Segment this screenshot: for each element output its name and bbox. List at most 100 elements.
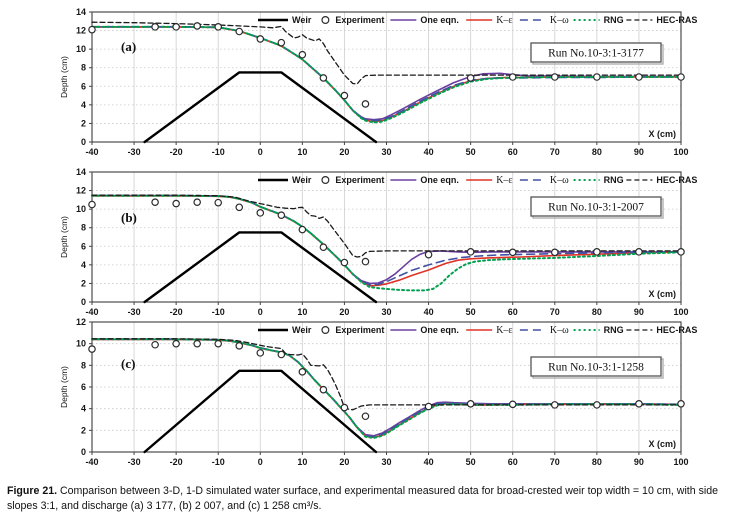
experiment-point: [256, 349, 265, 357]
legend-label: K–ε: [496, 325, 512, 336]
legend-label: RNG: [604, 325, 624, 335]
panel-letter: (c): [121, 356, 135, 371]
experiment-point: [298, 50, 307, 59]
grid: [92, 172, 681, 302]
x-tick-label: 90: [634, 147, 644, 157]
experiment-point: [466, 248, 475, 256]
experiment-point: [193, 339, 201, 348]
experiment-point: [277, 211, 286, 219]
x-tick-label: 50: [466, 457, 476, 467]
experiment-point: [151, 198, 159, 206]
x-tick-label: -10: [212, 457, 225, 467]
x-tick-label: -40: [85, 307, 98, 317]
experiment-point: [256, 209, 265, 217]
experiment-point: [677, 399, 685, 408]
experiment-point: [88, 345, 96, 353]
y-tick-label: 4: [81, 260, 86, 270]
legend-label: Weir: [292, 175, 312, 185]
experiment-point: [550, 248, 559, 257]
legend-label: Weir: [292, 325, 312, 335]
x-axis-label: X (cm): [648, 439, 676, 449]
experiment-point: [298, 225, 307, 234]
panel-letter: (a): [121, 39, 136, 54]
x-tick-label: 10: [297, 147, 307, 157]
experiment-point: [424, 250, 433, 259]
y-tick-label: 14: [76, 167, 86, 177]
legend-label: RNG: [604, 175, 624, 185]
x-tick-label: 30: [381, 147, 391, 157]
legend-label: One eqn.: [420, 15, 459, 25]
experiment-point: [235, 342, 244, 350]
y-tick-label: 6: [81, 81, 86, 91]
x-tick-label: -30: [128, 457, 141, 467]
chart-a-svg: -40 -30 -20 -10 0 10 20 30 40 50 60 70 80 90 100 0 2 4 6 8 1…: [59, 7, 697, 157]
experiment-point: [88, 200, 96, 209]
experiment-point: [172, 339, 180, 348]
experiment-point: [508, 73, 517, 81]
legend-item-one-eqn-: One eqn.: [390, 175, 459, 185]
experiment-marker-icon: [321, 176, 330, 185]
x-tick-label: 90: [634, 307, 644, 317]
experiment-point: [677, 73, 685, 81]
x-tick-label: 70: [550, 307, 560, 317]
x-tick-label: 0: [258, 307, 263, 317]
y-tick-label: 0: [81, 137, 86, 147]
x-tick-label: -10: [212, 147, 225, 157]
experiment-marker-icon: [321, 326, 330, 335]
chart-panel-a: -40 -30 -20 -10 0 10 20 30 40 50 60 70 80 90 100 0 2 4 6 8 1…: [0, 0, 745, 160]
y-tick-label: 10: [76, 339, 86, 349]
x-tick-label: 20: [339, 307, 349, 317]
x-tick-label: 100: [673, 457, 688, 467]
experiment-point: [298, 368, 307, 376]
legend-label: One eqn.: [420, 175, 459, 185]
x-tick-label: 40: [424, 307, 434, 317]
x-axis-label: X (cm): [648, 129, 676, 139]
x-tick-label: 100: [673, 307, 688, 317]
x-tick-label: 80: [592, 307, 602, 317]
legend-item-k-: K–ω: [519, 15, 569, 26]
x-tick-label: -20: [170, 307, 183, 317]
legend-label: K–ε: [496, 15, 512, 26]
experiment-point: [424, 402, 433, 411]
series-weir: [143, 71, 378, 144]
y-tick-label: 2: [81, 425, 86, 435]
legend-item-experiment: Experiment: [321, 325, 384, 335]
x-tick-label: 60: [508, 307, 518, 317]
legend-item-weir: Weir: [258, 15, 312, 25]
x-tick-label: 30: [381, 307, 391, 317]
x-tick-label: 20: [339, 147, 349, 157]
legend-label: Weir: [292, 15, 312, 25]
x-tick-label: 10: [297, 307, 307, 317]
x-tick-label: 60: [508, 457, 518, 467]
run-label-box: Run No.10-3:1-1258: [530, 356, 664, 379]
series-experiment: [88, 22, 685, 108]
series-rng: [91, 194, 682, 292]
experiment-point: [214, 23, 223, 31]
experiment-point: [235, 27, 244, 36]
experiment-point: [340, 403, 349, 412]
x-tick-label: 80: [592, 457, 602, 467]
x-tick-label: -30: [128, 307, 141, 317]
experiment-point: [550, 401, 559, 409]
series-rng: [91, 25, 682, 124]
experiment-point: [635, 73, 643, 81]
legend-item-weir: Weir: [258, 175, 312, 185]
legend-item-k-: K–ω: [519, 325, 569, 336]
legend-label: K–ω: [550, 15, 569, 26]
y-tick-label: 0: [81, 447, 86, 457]
experiment-point: [677, 248, 685, 256]
experiment-point: [593, 248, 601, 256]
experiment-point: [277, 38, 286, 47]
x-tick-label: 90: [634, 457, 644, 467]
series-experiment: [88, 339, 685, 421]
y-tick-label: 0: [81, 297, 86, 307]
axis-ticks: -40 -30 -20 -10 0 10 20 30 40 50 60 70 80 90 100 0 2 4 6 8 1…: [76, 167, 689, 317]
x-tick-label: -30: [128, 147, 141, 157]
y-axis-label: Depth (cm): [59, 366, 69, 408]
y-tick-label: 12: [76, 186, 86, 196]
caption-label: Figure 21.: [7, 485, 58, 497]
legend-item-rng: RNG: [573, 325, 624, 335]
experiment-marker-icon: [321, 16, 330, 25]
experiment-point: [361, 100, 370, 108]
